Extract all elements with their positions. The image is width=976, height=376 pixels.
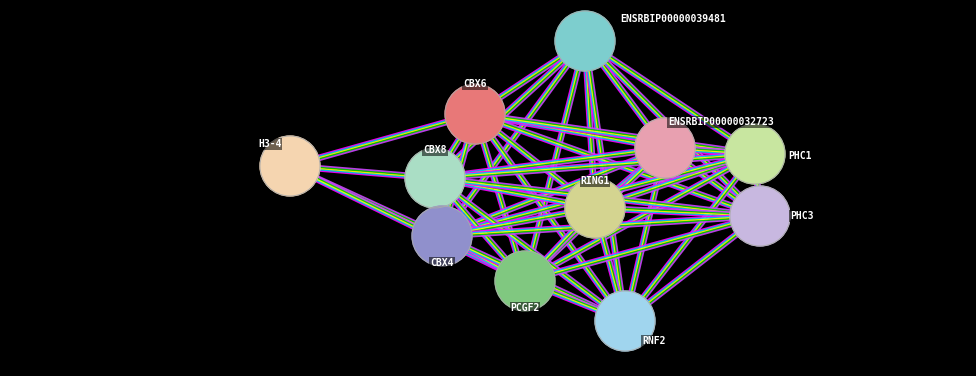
Text: CBX8: CBX8 [424, 145, 447, 155]
Text: ENSRBIP00000039481: ENSRBIP00000039481 [620, 14, 726, 24]
Text: CBX4: CBX4 [430, 258, 454, 268]
Circle shape [635, 118, 695, 178]
Circle shape [555, 11, 615, 71]
Circle shape [495, 251, 555, 311]
Circle shape [412, 206, 472, 266]
Text: RNF2: RNF2 [642, 336, 666, 346]
Text: ENSRBIP00000032723: ENSRBIP00000032723 [668, 117, 774, 127]
Circle shape [565, 178, 625, 238]
Text: PHC3: PHC3 [790, 211, 814, 221]
Circle shape [595, 291, 655, 351]
Circle shape [260, 136, 320, 196]
Text: PHC1: PHC1 [788, 151, 811, 161]
Text: RING1: RING1 [581, 176, 610, 186]
Text: PCGF2: PCGF2 [510, 303, 540, 313]
Circle shape [725, 124, 785, 184]
Circle shape [405, 148, 465, 208]
Circle shape [445, 84, 505, 144]
Circle shape [730, 186, 790, 246]
Text: H3-4: H3-4 [258, 139, 281, 149]
Text: CBX6: CBX6 [464, 79, 487, 89]
